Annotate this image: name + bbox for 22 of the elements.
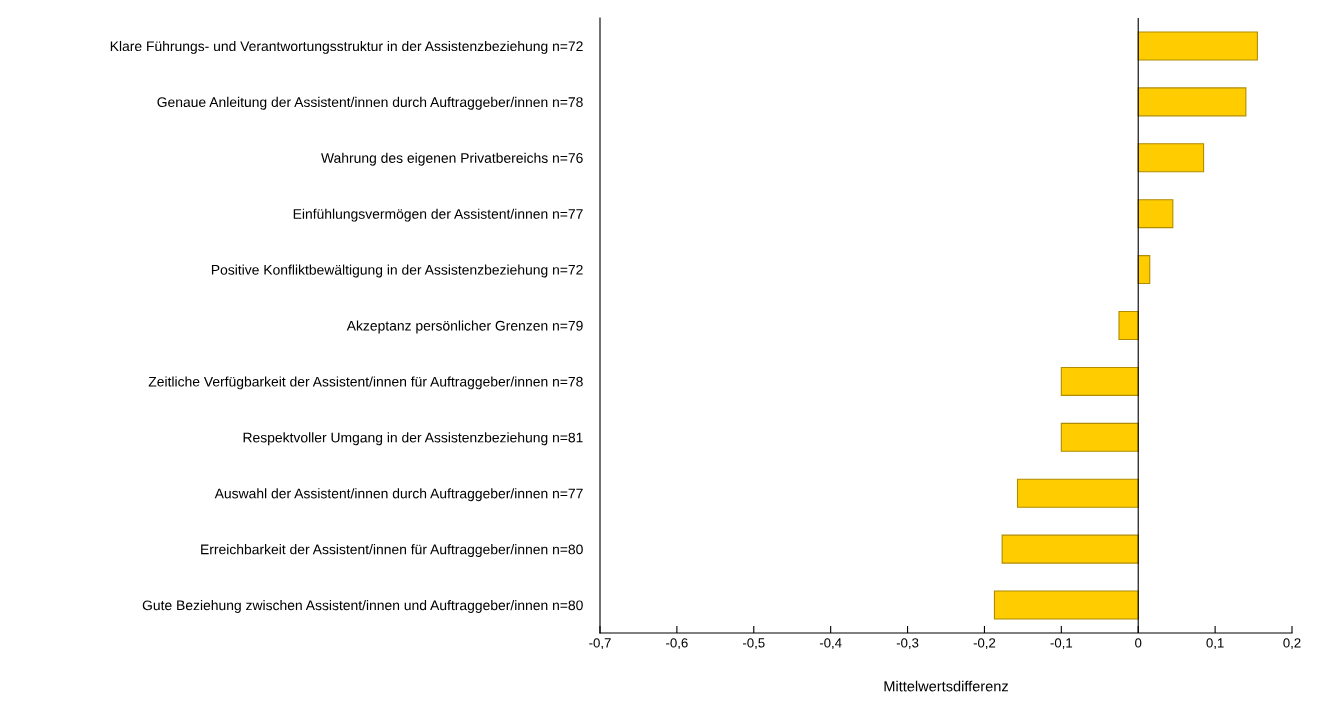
x-axis-title: Mittelwertsdifferenz xyxy=(884,680,1008,692)
x-tick-label: -0,1 xyxy=(1050,638,1073,650)
y-tick-label: Einfühlungsvermögen der Assistent/innen n=77 xyxy=(293,208,583,222)
x-tick-label: -0,5 xyxy=(743,638,765,650)
x-tick-label: -0,3 xyxy=(896,638,919,650)
x-tick-label: -0,6 xyxy=(666,638,688,650)
x-tick-label: -0,2 xyxy=(973,638,996,650)
y-tick-label: Wahrung des eigenen Privatbereichs n=76 xyxy=(321,152,583,166)
y-tick-label: Erreichbarkeit der Assistent/innen für Auftraggeber/innen n=80 xyxy=(201,544,583,558)
x-tick-label: 0,1 xyxy=(1206,638,1224,650)
y-tick-label: Positive Konfliktbewältigung in der Assistenzbeziehung n=72 xyxy=(211,264,583,278)
x-tick-label: -0,7 xyxy=(589,638,611,650)
y-tick-label: Genaue Anleitung der Assistent/innen durch Auftraggeber/innen n=78 xyxy=(157,96,583,110)
y-tick-label: Respektvoller Umgang in der Assistenzbeziehung n=81 xyxy=(243,432,583,446)
y-tick-label: Klare Führungs- und Verantwortungsstruktur in der Assistenzbeziehung n=72 xyxy=(110,40,583,54)
x-tick-label: -0,4 xyxy=(819,638,842,650)
x-tick-label: 0 xyxy=(1135,638,1142,648)
x-tick-label: 0,2 xyxy=(1283,638,1301,650)
y-tick-label: Akzeptanz persönlicher Grenzen n=79 xyxy=(346,320,583,334)
y-tick-label: Auswahl der Assistent/innen durch Auftraggeber/innen n=77 xyxy=(214,488,583,502)
y-tick-label: Zeitliche Verfügbarkeit der Assistent/innen für Auftraggeber/innen n=78 xyxy=(148,376,583,390)
y-tick-label: Gute Beziehung zwischen Assistent/innen und Auftraggeber/innen n=80 xyxy=(142,600,583,613)
